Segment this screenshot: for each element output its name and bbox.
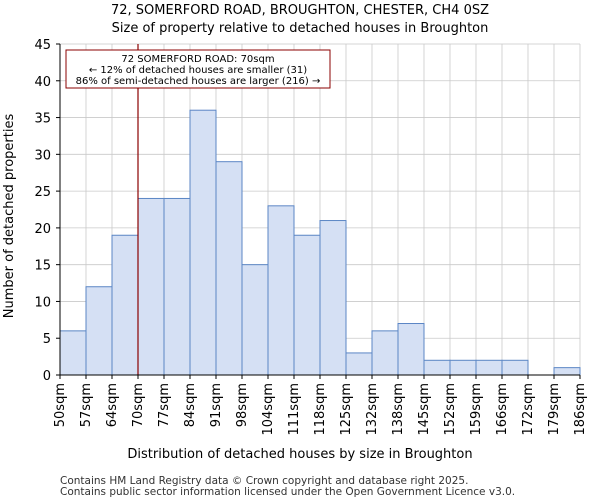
bar-104sqm [267, 205, 295, 376]
annotation-border [65, 49, 331, 89]
x-tick-label: 91sqm [209, 383, 224, 427]
y-tick-label: 35 [34, 112, 51, 127]
x-axis-title: Distribution of detached houses by size … [127, 447, 472, 462]
bar-138sqm [397, 323, 425, 376]
bar-50sqm [59, 330, 87, 376]
y-tick-label: 45 [34, 38, 51, 53]
bar-91sqm [215, 161, 243, 376]
x-tick-label: 132sqm [365, 383, 380, 436]
y-tick-label: 25 [34, 185, 51, 200]
y-tick-label: 15 [34, 259, 51, 274]
bar-179sqm [553, 367, 581, 376]
x-tick-label: 84sqm [183, 383, 198, 427]
x-tick-label: 152sqm [443, 383, 458, 436]
y-tick-label: 40 [34, 75, 51, 90]
annotation-line2: ← 12% of detached houses are smaller (31… [89, 65, 307, 76]
x-tick-label: 159sqm [469, 383, 484, 436]
bar-118sqm [319, 220, 347, 376]
chart-title-line1: 72, SOMERFORD ROAD, BROUGHTON, CHESTER, … [111, 3, 489, 18]
bar-152sqm [449, 359, 477, 376]
bar-132sqm [371, 330, 399, 376]
x-tick-label: 145sqm [417, 383, 432, 436]
bar-98sqm [241, 264, 269, 376]
x-tick-label: 172sqm [521, 383, 536, 436]
bars-layer [59, 109, 581, 376]
x-tick-label: 104sqm [261, 383, 276, 436]
y-tick-label: 0 [43, 369, 51, 384]
x-tick-label: 118sqm [313, 383, 328, 436]
x-tick-label: 50sqm [53, 383, 68, 427]
bar-57sqm [85, 286, 113, 376]
bar-111sqm [293, 234, 321, 376]
x-tick-label: 70sqm [131, 383, 146, 427]
x-tick-label: 179sqm [547, 383, 562, 436]
x-tick-label: 186sqm [573, 383, 588, 436]
y-tick-labels: 0 5 10 15 20 25 30 35 40 45 [34, 38, 51, 384]
x-tick-label: 111sqm [287, 383, 302, 436]
x-tick-label: 125sqm [339, 383, 354, 436]
axes-layer [56, 43, 581, 379]
x-tick-label: 77sqm [157, 383, 172, 427]
x-tick-label: 64sqm [105, 383, 120, 427]
bar-166sqm [501, 359, 529, 376]
bar-145sqm [423, 359, 451, 376]
x-tick-label: 138sqm [391, 383, 406, 436]
bar-84sqm [189, 109, 217, 376]
y-tick-label: 10 [34, 295, 51, 310]
footer-line2: Contains public sector information licen… [60, 486, 515, 498]
annotation-box: 72 SOMERFORD ROAD: 70sqm ← 12% of detach… [65, 49, 331, 89]
y-axis-title: Number of detached properties [2, 114, 17, 319]
annotation-line1: 72 SOMERFORD ROAD: 70sqm [121, 54, 274, 65]
bar-77sqm [163, 197, 191, 376]
x-tick-label: 166sqm [495, 383, 510, 436]
x-tick-label: 57sqm [79, 383, 94, 427]
chart-title-line2: Size of property relative to detached ho… [112, 21, 489, 36]
bar-159sqm [475, 359, 503, 376]
bar-64sqm [111, 234, 139, 376]
y-tick-label: 30 [34, 148, 51, 163]
x-tick-label: 98sqm [235, 383, 250, 427]
y-tick-label: 20 [34, 222, 51, 237]
bar-125sqm [345, 352, 373, 376]
annotation-line3: 86% of semi-detached houses are larger (… [76, 76, 321, 87]
footer-line1: Contains HM Land Registry data © Crown c… [60, 475, 468, 487]
bar-70sqm [137, 197, 165, 376]
y-tick-label: 5 [43, 332, 51, 347]
x-tick-labels: 50sqm 57sqm 64sqm 70sqm 77sqm 84sqm 91sqm 98sqm… [53, 383, 588, 436]
